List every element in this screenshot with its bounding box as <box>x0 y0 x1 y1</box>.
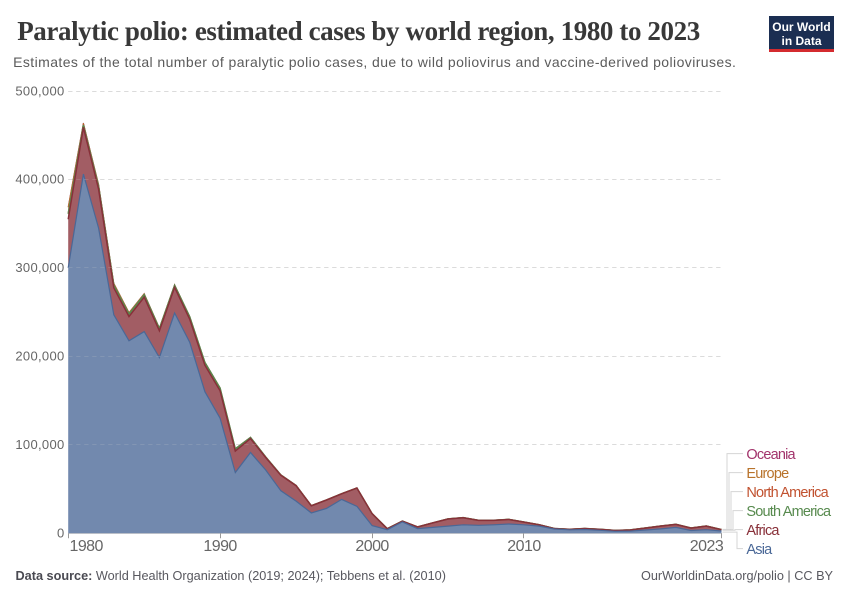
svg-text:100,000: 100,000 <box>15 437 64 452</box>
svg-text:200,000: 200,000 <box>15 349 64 364</box>
svg-text:Africa: Africa <box>746 523 780 539</box>
svg-text:Asia: Asia <box>746 542 773 558</box>
svg-text:1980: 1980 <box>69 538 103 555</box>
svg-text:Europe: Europe <box>746 466 789 482</box>
svg-text:500,000: 500,000 <box>15 83 64 98</box>
svg-text:2000: 2000 <box>355 538 389 555</box>
svg-text:400,000: 400,000 <box>15 172 64 187</box>
svg-text:2010: 2010 <box>507 538 541 555</box>
svg-text:South America: South America <box>746 504 832 520</box>
svg-text:1990: 1990 <box>203 538 237 555</box>
svg-text:2023: 2023 <box>690 538 724 555</box>
svg-text:0: 0 <box>57 526 65 541</box>
svg-text:300,000: 300,000 <box>15 260 64 275</box>
svg-text:Oceania: Oceania <box>746 447 796 463</box>
svg-text:North America: North America <box>746 485 829 501</box>
